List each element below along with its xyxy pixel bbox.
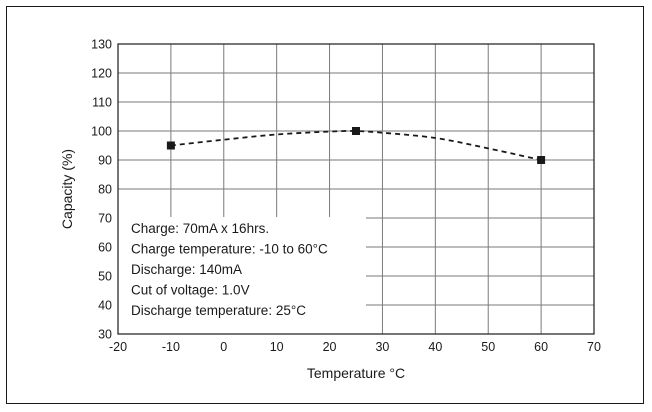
data-point-marker: [537, 156, 546, 164]
note-background: [118, 217, 366, 334]
x-tick-label: 0: [220, 340, 227, 354]
x-tick-label: 40: [428, 340, 442, 354]
x-tick-label: 70: [587, 340, 601, 354]
x-tick-label: 20: [323, 340, 337, 354]
y-tick-label: 60: [98, 241, 112, 255]
y-tick-label: 110: [92, 96, 112, 110]
y-tick-label: 40: [98, 299, 112, 313]
y-tick-label: 80: [98, 183, 112, 197]
x-tick-label: 10: [270, 340, 284, 354]
data-point-marker: [166, 141, 175, 150]
tick-labels: 30 40 50 60 70 80 90 100 110 120 130 -20 -10 0 10 20 30 4…: [91, 38, 601, 355]
x-tick-label: 50: [481, 340, 495, 354]
x-axis-label: Temperature °C: [307, 365, 405, 381]
x-tick-label: -20: [109, 340, 127, 354]
y-tick-label: 100: [91, 125, 112, 139]
series-line: [170, 130, 542, 161]
y-tick-label: 70: [98, 212, 112, 226]
x-tick-label: -10: [162, 340, 180, 354]
y-axis-label: Capacity (%): [59, 149, 75, 229]
note-line: Discharge temperature: 25°C: [131, 303, 306, 318]
data-point-marker: [352, 127, 360, 135]
y-tick-label: 120: [91, 67, 112, 81]
chart-frame: [6, 6, 644, 404]
conditions-note: Charge: 70mA x 16hrs. Charge temperature:…: [118, 217, 366, 334]
y-tick-label: 130: [91, 38, 112, 52]
y-tick-label: 50: [98, 270, 112, 284]
note-line: Charge: 70mA x 16hrs.: [131, 221, 269, 236]
x-tick-label: 30: [375, 340, 389, 354]
note-line: Cut of voltage: 1.0V: [131, 283, 250, 298]
y-tick-label: 30: [98, 328, 112, 342]
note-line: Discharge: 140mA: [131, 262, 242, 277]
plot-border: [117, 43, 595, 335]
series-layer: [166, 127, 546, 164]
x-tick-label: 60: [534, 340, 548, 354]
y-tick-label: 90: [98, 154, 112, 168]
note-line: Charge temperature: -10 to 60°C: [131, 242, 328, 257]
